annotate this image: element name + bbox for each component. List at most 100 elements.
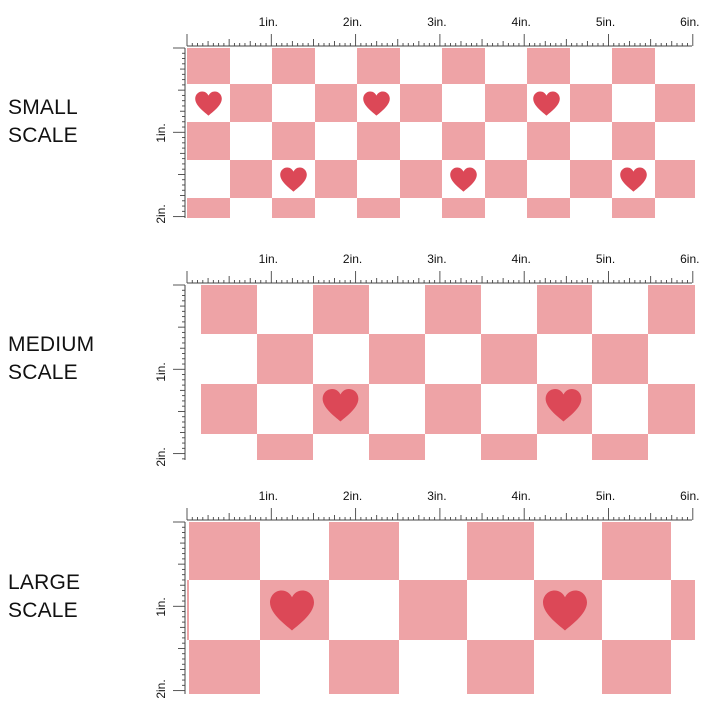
heart-icon <box>279 167 307 192</box>
scale-label-line1: LARGE <box>8 571 81 594</box>
checker-square <box>315 84 357 122</box>
checker-square <box>425 285 481 334</box>
checker-square <box>481 434 537 460</box>
ruler-x-label: 5in. <box>596 252 615 266</box>
checker-square <box>257 434 313 460</box>
scale-label: SMALL SCALE <box>8 94 78 150</box>
heart-icon <box>270 590 314 631</box>
checker-square <box>272 122 315 160</box>
checker-square <box>485 160 527 198</box>
checker-square <box>400 84 442 122</box>
checker-square <box>313 285 369 334</box>
checker-square <box>442 122 485 160</box>
ruler-x-label: 4in. <box>512 489 531 503</box>
checker-square <box>187 122 230 160</box>
large-scale-section: LARGE SCALE 1in. 2in. 3in. 4in. 5in. 6in. 1in.… <box>0 474 720 714</box>
scale-label: LARGE SCALE <box>8 569 80 625</box>
checker-square <box>400 160 442 198</box>
scale-label-line1: MEDIUM <box>8 333 95 356</box>
checker-square <box>357 122 400 160</box>
scale-label-line2: SCALE <box>8 361 78 384</box>
ruler: 1in. 2in. 3in. 4in. 5in. 6in. 1in. 2in. <box>154 252 699 467</box>
checker-square <box>442 198 485 218</box>
checker-square <box>467 640 534 694</box>
checker-square <box>272 198 315 218</box>
checker-square <box>592 434 648 460</box>
ruler-y-label: 1in. <box>154 362 168 381</box>
checker-square <box>612 198 655 218</box>
checker-square <box>425 384 481 434</box>
ruler-x-label: 1in. <box>259 15 278 29</box>
checker-square <box>602 640 671 694</box>
medium-scale-section: MEDIUM SCALE 1in. 2in. 3in. 4in. 5in. 6in. 1in… <box>0 236 720 476</box>
heart-icon <box>543 590 587 631</box>
checker-square <box>602 522 671 580</box>
checker-square <box>315 160 357 198</box>
ruler-x-label: 6in. <box>680 489 699 503</box>
ruler-x-label: 2in. <box>343 489 362 503</box>
checker-square <box>369 334 425 384</box>
heart-icon <box>362 91 390 116</box>
ruler-y-label: 2in. <box>154 679 168 698</box>
checker-square <box>612 48 655 84</box>
heart-icon <box>532 91 560 116</box>
checker-square <box>485 84 527 122</box>
checker-square <box>230 160 272 198</box>
ruler-x-label: 2in. <box>343 252 362 266</box>
ruler-x-label: 2in. <box>343 15 362 29</box>
scale-label-line2: SCALE <box>8 599 78 622</box>
checker-square <box>570 160 612 198</box>
checker-square <box>648 384 695 434</box>
checker-square <box>357 48 400 84</box>
fabric-swatch <box>187 48 695 218</box>
heart-icon <box>449 167 477 192</box>
checker-square <box>592 334 648 384</box>
checker-square <box>272 48 315 84</box>
checker-square <box>671 580 695 640</box>
heart-icon <box>619 167 647 192</box>
ruler-y-label: 2in. <box>154 204 168 223</box>
checker-square <box>527 48 570 84</box>
fabric-swatch <box>187 522 695 694</box>
checker-square <box>357 198 400 218</box>
ruler-x-label: 4in. <box>512 15 531 29</box>
checker-square <box>655 84 695 122</box>
ruler-x-label: 6in. <box>680 252 699 266</box>
scale-label-line2: SCALE <box>8 124 78 147</box>
checker-square <box>527 198 570 218</box>
ruler-x-label: 1in. <box>259 489 278 503</box>
checker-square <box>187 48 230 84</box>
checker-square <box>481 334 537 384</box>
checker-square <box>329 522 399 580</box>
scale-label: MEDIUM SCALE <box>8 331 94 387</box>
ruler-x-label: 3in. <box>427 15 446 29</box>
checker-square <box>189 640 260 694</box>
checker-square <box>537 285 592 334</box>
checker-square <box>442 48 485 84</box>
ruler-y-label: 1in. <box>154 123 168 142</box>
checker-square <box>467 522 534 580</box>
checker-square <box>655 160 695 198</box>
ruler-y-label: 2in. <box>154 447 168 466</box>
checker-square <box>187 198 230 218</box>
small-scale-section: SMALL SCALE 1in. 2in. 3in. 4in. 5in. 6in. 1in.… <box>0 0 720 240</box>
checker-square <box>612 122 655 160</box>
ruler: 1in. 2in. 3in. 4in. 5in. 6in. 1in. 2in. <box>154 489 699 699</box>
ruler-x-label: 5in. <box>596 489 615 503</box>
checker-square <box>257 334 313 384</box>
scale-label-line1: SMALL <box>8 96 78 119</box>
checker-square <box>369 434 425 460</box>
checker-square <box>329 640 399 694</box>
checker-square <box>399 580 467 640</box>
ruler-x-label: 6in. <box>680 15 699 29</box>
heart-icon <box>322 389 358 422</box>
checker-square <box>648 285 695 334</box>
checker-square <box>527 122 570 160</box>
ruler: 1in. 2in. 3in. 4in. 5in. 6in. 1in. 2in. <box>154 15 699 224</box>
ruler-x-label: 3in. <box>427 252 446 266</box>
checker-square <box>230 84 272 122</box>
heart-icon <box>545 389 581 422</box>
checker-square <box>189 522 260 580</box>
ruler-y-label: 1in. <box>154 597 168 616</box>
ruler-x-label: 4in. <box>512 252 531 266</box>
